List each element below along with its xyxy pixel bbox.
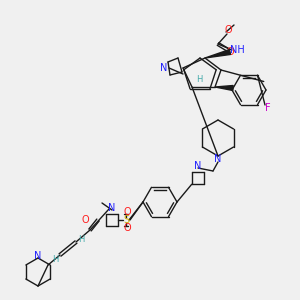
Text: N: N	[194, 161, 202, 171]
Text: H: H	[78, 236, 84, 244]
Text: H: H	[52, 254, 58, 263]
Text: NH: NH	[230, 45, 244, 55]
Text: N: N	[108, 203, 116, 213]
Text: H: H	[196, 76, 202, 85]
Text: O: O	[81, 215, 89, 225]
Text: F: F	[265, 103, 271, 113]
Text: O: O	[226, 47, 234, 57]
Text: N: N	[34, 251, 42, 261]
Text: O: O	[123, 223, 131, 233]
Polygon shape	[205, 50, 231, 58]
Text: O: O	[123, 207, 131, 217]
Text: N: N	[160, 63, 168, 73]
Text: O: O	[224, 25, 232, 35]
Text: N: N	[214, 154, 222, 164]
Polygon shape	[215, 85, 233, 91]
Text: S: S	[123, 215, 129, 225]
